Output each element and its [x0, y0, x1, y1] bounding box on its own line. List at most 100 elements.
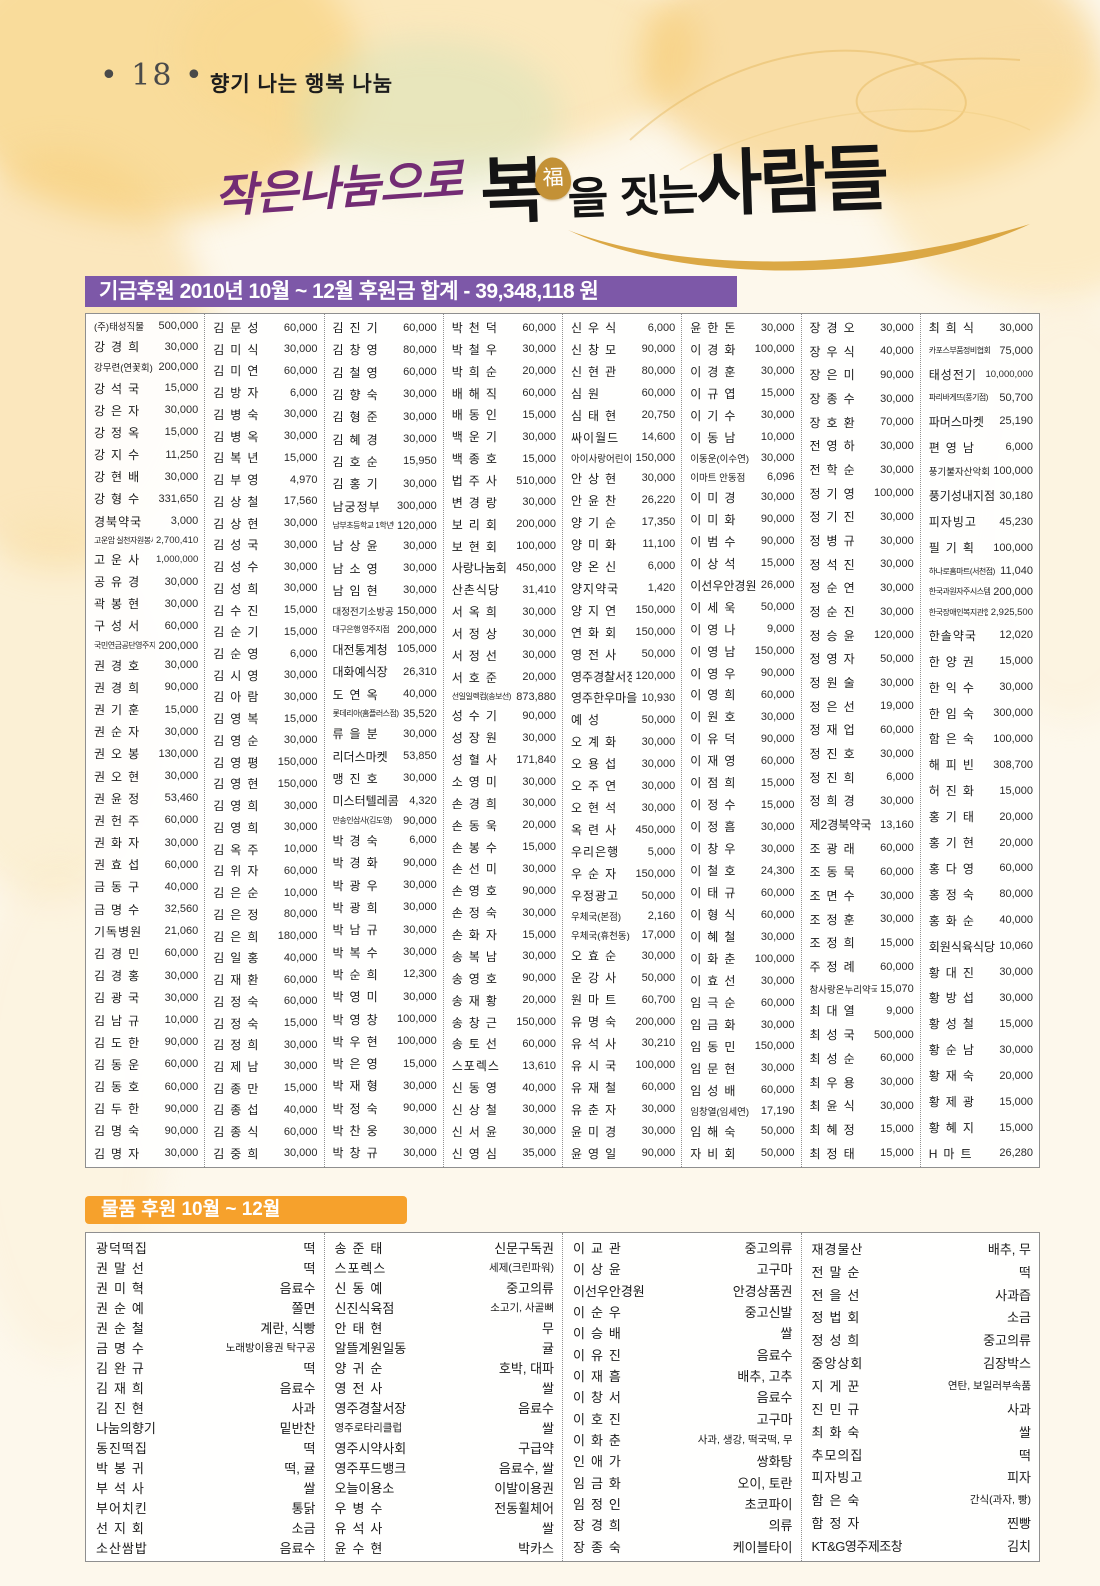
donation-amount: 30,000 — [522, 343, 556, 356]
donor-name: 대구은행 영주지점 — [332, 625, 390, 635]
donation-amount: 30,000 — [403, 727, 437, 740]
donation-amount: 10,000 — [760, 431, 795, 444]
fund-row: 김동운 60,000 — [86, 1056, 204, 1073]
donor-name: 임극순 — [690, 996, 742, 1011]
fund-row: 김종식 60,000 — [205, 1123, 323, 1140]
donation-amount: 30,000 — [403, 1079, 437, 1092]
fund-row: 조면수 30,000 — [802, 887, 920, 904]
donor-name: 김종만 — [213, 1081, 265, 1096]
fund-row: 김성국 30,000 — [205, 536, 323, 553]
donation-amount: 90,000 — [641, 343, 676, 356]
goods-row: 영주시약사회 구급약 — [325, 1438, 563, 1457]
donor-name: 김상철 — [213, 494, 265, 509]
fund-row: 박우현 100,000 — [325, 1033, 443, 1050]
donation-amount: 20,000 — [522, 671, 556, 684]
donor-name: 이영나 — [690, 622, 742, 637]
donor-name: 우리은행 — [571, 845, 620, 860]
donor-name: 장호환 — [809, 415, 861, 430]
donation-amount: 60,000 — [164, 947, 199, 960]
donation-amount: 60,000 — [283, 864, 318, 877]
donation-amount: 30,000 — [880, 439, 914, 452]
fund-row: 김미연 60,000 — [205, 362, 323, 379]
donor-name: 최성순 — [809, 1051, 861, 1066]
donor-name: 이호진 — [573, 1411, 627, 1427]
fund-row: 금동구 40,000 — [86, 878, 204, 895]
donation-amount: 4,320 — [409, 794, 437, 807]
donor-name: 이점희 — [690, 776, 742, 791]
donor-name: 오용섭 — [571, 757, 623, 772]
donation-amount: 40,000 — [999, 914, 1033, 927]
fund-row: 황성철 15,000 — [921, 1015, 1039, 1032]
donor-name: 오현석 — [571, 801, 623, 816]
donation-amount: 90,000 — [760, 732, 795, 745]
donor-name: 영주푸드뱅크 — [334, 1460, 407, 1476]
donor-name: 김진현 — [96, 1400, 150, 1416]
donation-amount: 5,000 — [647, 845, 676, 858]
donor-name: 박광우 — [332, 878, 384, 893]
donor-name: 윤영일 — [571, 1146, 623, 1161]
donation-amount: 60,000 — [880, 1052, 914, 1065]
goods-row: 진민규 사과 — [802, 1399, 1040, 1418]
donation-amount: 30,000 — [880, 605, 914, 618]
goods-row: 영주경찰서장 음료수 — [325, 1398, 563, 1417]
donor-name: 장우식 — [809, 344, 861, 359]
donation-amount: 19,000 — [880, 700, 914, 713]
fund-row: 성혈사 171,840 — [444, 751, 562, 768]
donor-name: 강무련(연꽃회) — [94, 363, 153, 375]
fund-row: 손선미 30,000 — [444, 860, 562, 877]
donation-amount: 40,000 — [522, 1081, 556, 1094]
donor-name: 손정숙 — [451, 906, 503, 921]
donation-column: 재경물산 배추, 무 전말순 떡 전을선 사과즙 정법회 소금 정성희 중고의류 중앙상회 김장박스 지… — [800, 1233, 1040, 1561]
donation-amount: 15,000 — [283, 1017, 318, 1029]
donor-name: 한솔약국 — [928, 628, 977, 643]
donation-amount: 150,000 — [396, 605, 437, 618]
fund-row: 김남규 10,000 — [86, 1012, 204, 1029]
donation-amount: 1,000,000 — [155, 553, 199, 565]
donor-name: 자비회 — [690, 1146, 742, 1161]
fund-row: 김정희 30,000 — [205, 1036, 323, 1053]
fund-row: 정기진 30,000 — [802, 508, 920, 525]
fund-row: 리더스마켓 53,850 — [325, 748, 443, 765]
donor-name: 서옥희 — [451, 605, 503, 620]
goods-row: 선지회 소금 — [86, 1518, 324, 1537]
donor-name: 이미경 — [690, 490, 742, 505]
donor-name: 조광래 — [809, 841, 861, 856]
donor-name: 이범수 — [690, 534, 742, 549]
donor-name: 김명숙 — [94, 1124, 146, 1139]
donation-amount: 100,000 — [754, 952, 795, 965]
fund-row: 배동인 15,000 — [444, 406, 562, 423]
donor-name: 박광희 — [332, 900, 384, 915]
donated-item: 의류 — [768, 1518, 793, 1534]
donation-amount: 308,700 — [993, 758, 1033, 771]
donation-amount: 15,000 — [999, 1017, 1033, 1030]
donation-amount: 90,000 — [522, 884, 556, 897]
donor-name: 임정인 — [573, 1497, 627, 1513]
donation-amount: 50,000 — [880, 652, 914, 665]
donor-name: 김철영 — [332, 365, 384, 380]
fund-row: 이경훈 30,000 — [682, 363, 800, 380]
donor-name: 영전사 — [334, 1380, 389, 1396]
donation-amount: 30,000 — [283, 821, 318, 834]
donation-amount: 300,000 — [993, 707, 1033, 719]
donated-item: 쌍화탕 — [756, 1454, 793, 1470]
donor-name: 롯데리아(홈플러스점) — [332, 709, 399, 719]
donor-name: 황순남 — [928, 1043, 980, 1058]
fund-row: 백종호 15,000 — [444, 450, 562, 467]
donation-amount: 20,000 — [522, 994, 556, 1007]
donor-name: 정승윤 — [809, 628, 861, 643]
fund-row: 오주연 30,000 — [563, 777, 681, 794]
fund-row: 김명자 30,000 — [86, 1145, 204, 1162]
donor-name: 오계화 — [571, 735, 623, 750]
donor-name: 김수진 — [213, 603, 265, 618]
donor-name: 금명수 — [96, 1340, 150, 1356]
donor-name: 김도한 — [94, 1035, 146, 1050]
fund-row: 최윤식 30,000 — [802, 1097, 920, 1114]
fund-row: 손화자 15,000 — [444, 926, 562, 943]
fund-row: 박은영 15,000 — [325, 1055, 443, 1072]
fund-row: 제2경북약국 13,160 — [802, 816, 920, 833]
donation-amount: 20,000 — [522, 365, 556, 378]
donor-name: 홍정숙 — [928, 887, 980, 902]
donation-amount: 150,000 — [277, 777, 318, 790]
fund-row: 전영하 30,000 — [802, 437, 920, 454]
